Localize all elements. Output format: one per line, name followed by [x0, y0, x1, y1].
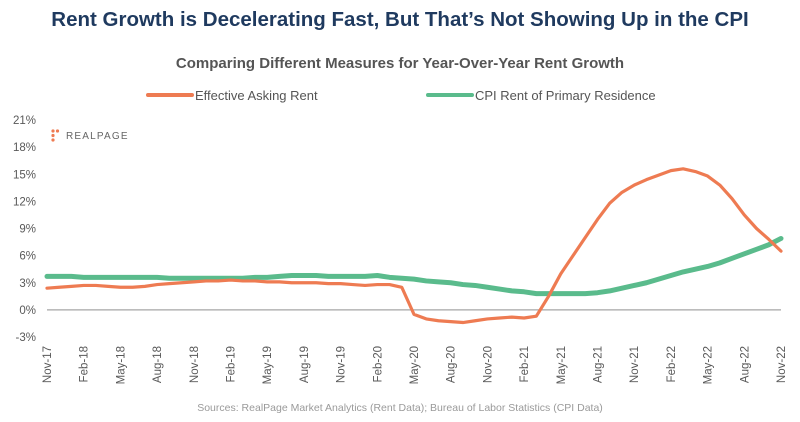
x-tick-label: May-18	[115, 346, 127, 384]
x-tick-label: Feb-20	[372, 346, 384, 382]
y-tick-label: 12%	[13, 196, 36, 208]
y-tick-label: 3%	[19, 278, 36, 290]
realpage-logo-dots	[51, 129, 60, 142]
x-tick-label: May-20	[409, 346, 421, 384]
x-tick-label: May-19	[262, 346, 274, 384]
x-tick-label: Nov-19	[336, 346, 348, 383]
x-tick-label: May-22	[703, 346, 715, 384]
realpage-logo: REALPAGE	[51, 129, 128, 142]
x-tick-label: May-21	[556, 346, 568, 384]
legend-label-effective-asking-rent: Effective Asking Rent	[195, 88, 318, 103]
x-axis: Nov-17 Feb-18 May-18 Aug-18 Nov-18 Feb-19 May-…	[42, 346, 788, 384]
legend-label-cpi-rent: CPI Rent of Primary Residence	[475, 88, 656, 103]
y-tick-label: 18%	[13, 142, 36, 154]
x-tick-label: Feb-19	[226, 346, 238, 382]
y-tick-label: 6%	[19, 251, 36, 263]
x-tick-label: Aug-20	[446, 346, 458, 383]
chart-subtitle: Comparing Different Measures for Year-Ov…	[175, 55, 625, 72]
y-tick-label: -3%	[16, 332, 36, 344]
x-tick-label: Nov-17	[42, 346, 54, 383]
x-tick-label: Aug-19	[299, 346, 311, 383]
series-line-effective-asking-rent	[45, 167, 783, 325]
series-lines	[44, 167, 784, 325]
x-tick-label: Feb-22	[666, 346, 678, 382]
x-tick-label: Aug-18	[152, 346, 164, 383]
y-axis: -3% 0% 3% 6% 9% 12% 15% 18% 21%	[13, 115, 781, 344]
x-tick-label: Nov-21	[629, 346, 641, 383]
x-tick-label: Aug-21	[593, 346, 605, 383]
x-tick-label: Aug-22	[739, 346, 751, 383]
x-tick-label: Nov-22	[776, 346, 788, 383]
y-tick-label: 21%	[13, 115, 36, 127]
y-tick-label: 0%	[19, 305, 36, 317]
x-tick-label: Nov-20	[482, 346, 494, 383]
x-tick-label: Feb-21	[519, 346, 531, 382]
x-tick-label: Nov-18	[189, 346, 201, 383]
y-tick-label: 15%	[13, 169, 36, 181]
source-note: Sources: RealPage Market Analytics (Rent…	[197, 402, 603, 414]
y-tick-label: 9%	[19, 224, 36, 236]
realpage-logo-text: REALPAGE	[66, 131, 129, 142]
chart-title: Rent Growth is Decelerating Fast, But Th…	[51, 8, 749, 31]
x-tick-label: Feb-18	[79, 346, 91, 382]
legend: Effective Asking Rent CPI Rent of Primar…	[146, 88, 656, 103]
